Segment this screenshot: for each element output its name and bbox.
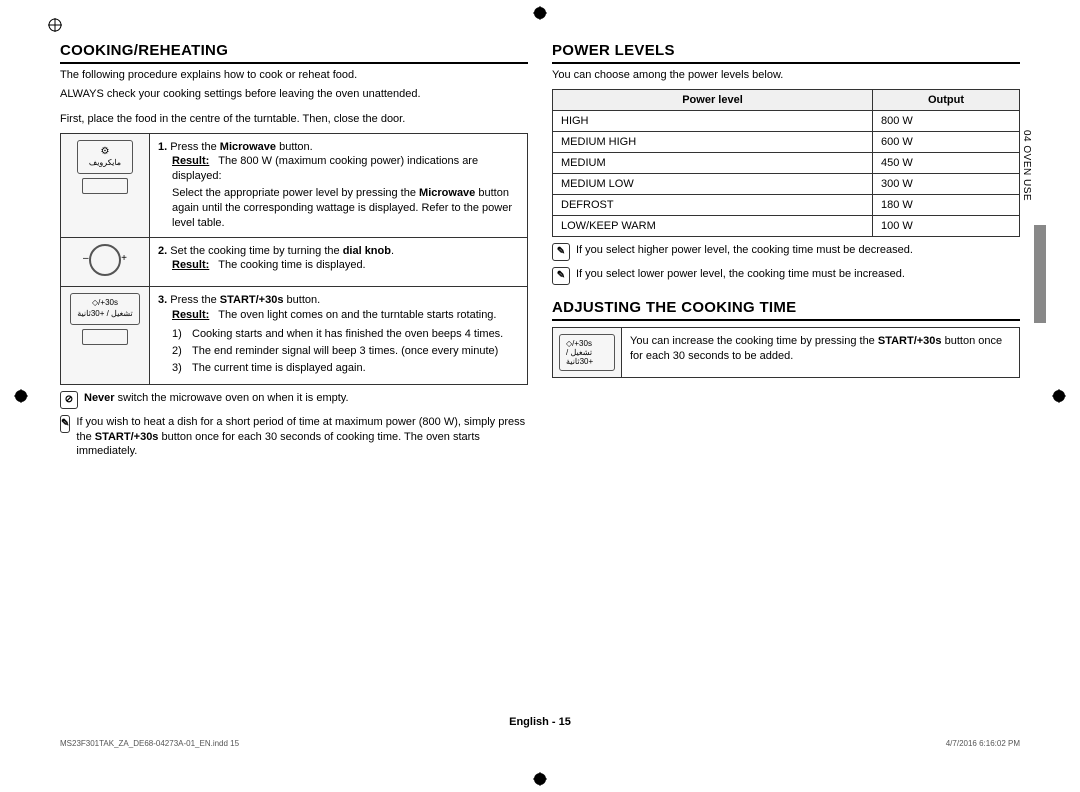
table-row: MEDIUM450 W [553, 152, 1020, 173]
heading-cooking: COOKING/REHEATING [60, 42, 528, 64]
tip-quick-heat: ✎ If you wish to heat a dish for a short… [60, 415, 528, 460]
table-row: DEFROST180 W [553, 194, 1020, 215]
dial-knob-icon [89, 244, 121, 276]
step3-text: 3. Press the START/+30s button. Result: … [150, 287, 528, 384]
power-intro: You can choose among the power levels be… [552, 68, 1020, 83]
step1-icon-cell: ⚙ مايكرويف [61, 133, 150, 237]
display-icon [82, 329, 128, 345]
power-levels-table: Power level Output HIGH800 W MEDIUM HIGH… [552, 89, 1020, 237]
tip-lower-power: ✎ If you select lower power level, the c… [552, 267, 1020, 285]
table-row: HIGH800 W [553, 110, 1020, 131]
col-power-level: Power level [553, 89, 873, 110]
right-column: POWER LEVELS You can choose among the po… [552, 30, 1020, 465]
registration-mark-tc [533, 6, 547, 20]
start-button-icon: ◇/+30s تشغيل / +30ثانية [559, 334, 615, 371]
intro-2: ALWAYS check your cooking settings befor… [60, 87, 528, 102]
result-label: Result: [172, 155, 209, 167]
adjust-icon-cell: ◇/+30s تشغيل / +30ثانية [553, 328, 622, 377]
heading-power-levels: POWER LEVELS [552, 42, 1020, 64]
microwave-icon-label: مايكرويف [84, 158, 126, 169]
side-tab-label: 04 OVEN USE [1021, 130, 1032, 201]
page-footer: English - 15 [60, 716, 1020, 728]
intro-3: First, place the food in the centre of t… [60, 112, 528, 127]
heading-adjusting-time: ADJUSTING THE COOKING TIME [552, 299, 1020, 321]
display-icon [82, 178, 128, 194]
steps-table: ⚙ مايكرويف 1. Press the Microwave button… [60, 133, 528, 385]
result-label: Result: [172, 309, 209, 321]
print-timestamp: 4/7/2016 6:16:02 PM [946, 739, 1020, 748]
step1-text: 1. Press the Microwave button. Result: T… [150, 133, 528, 237]
col-output: Output [873, 89, 1020, 110]
microwave-button-icon: ⚙ مايكرويف [77, 140, 133, 174]
prohibit-icon: ⊘ [60, 391, 78, 409]
step3-icon-cell: ◇/+30s تشغيل / +30ثانية [61, 287, 150, 384]
side-tab-bar [1034, 225, 1046, 323]
indd-filename: MS23F301TAK_ZA_DE68-04273A-01_EN.indd 15 [60, 739, 239, 748]
registration-mark-mr [1052, 389, 1066, 403]
result-label: Result: [172, 259, 209, 271]
step2-num: 2. [158, 245, 167, 257]
table-row: MEDIUM LOW300 W [553, 173, 1020, 194]
intro-1: The following procedure explains how to … [60, 68, 528, 83]
left-column: COOKING/REHEATING The following procedur… [60, 30, 528, 465]
adjust-text: You can increase the cooking time by pre… [622, 328, 1019, 377]
note-icon: ✎ [60, 415, 70, 433]
table-row: MEDIUM HIGH600 W [553, 131, 1020, 152]
step2-icon-cell [61, 237, 150, 287]
registration-mark-bc [533, 772, 547, 786]
note-icon: ✎ [552, 243, 570, 261]
step2-text: 2. Set the cooking time by turning the d… [150, 237, 528, 287]
table-row: LOW/KEEP WARM100 W [553, 215, 1020, 236]
tip-higher-power: ✎ If you select higher power level, the … [552, 243, 1020, 261]
step3-sublist: 1)Cooking starts and when it has finishe… [172, 327, 519, 376]
warning-never-empty: ⊘ Never switch the microwave oven on whe… [60, 391, 528, 409]
registration-mark-ml [14, 389, 28, 403]
step1-num: 1. [158, 141, 167, 153]
step3-num: 3. [158, 294, 167, 306]
print-meta: MS23F301TAK_ZA_DE68-04273A-01_EN.indd 15… [60, 739, 1020, 748]
adjust-time-row: ◇/+30s تشغيل / +30ثانية You can increase… [552, 327, 1020, 378]
note-icon: ✎ [552, 267, 570, 285]
start-button-icon: ◇/+30s تشغيل / +30ثانية [70, 293, 140, 325]
